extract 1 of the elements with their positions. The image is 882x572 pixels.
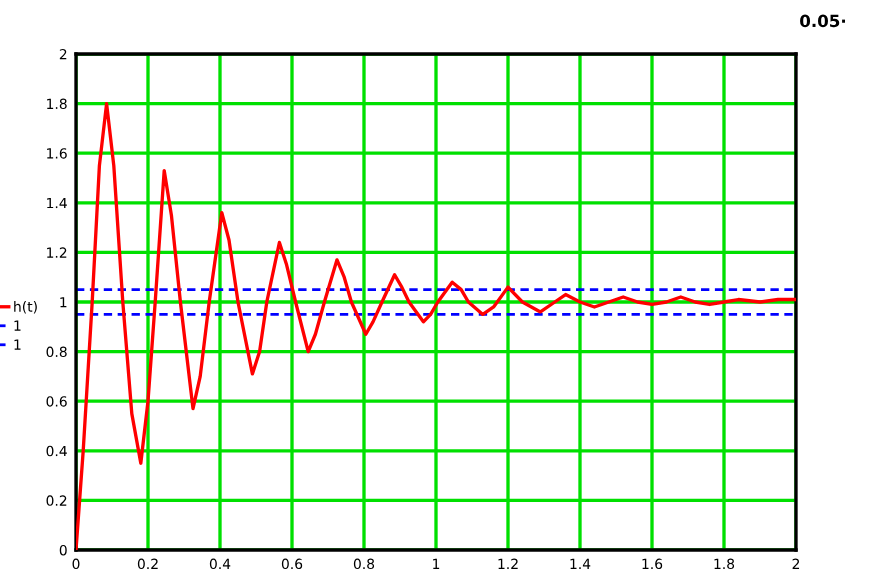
text: 0.05· <box>800 14 846 28</box>
